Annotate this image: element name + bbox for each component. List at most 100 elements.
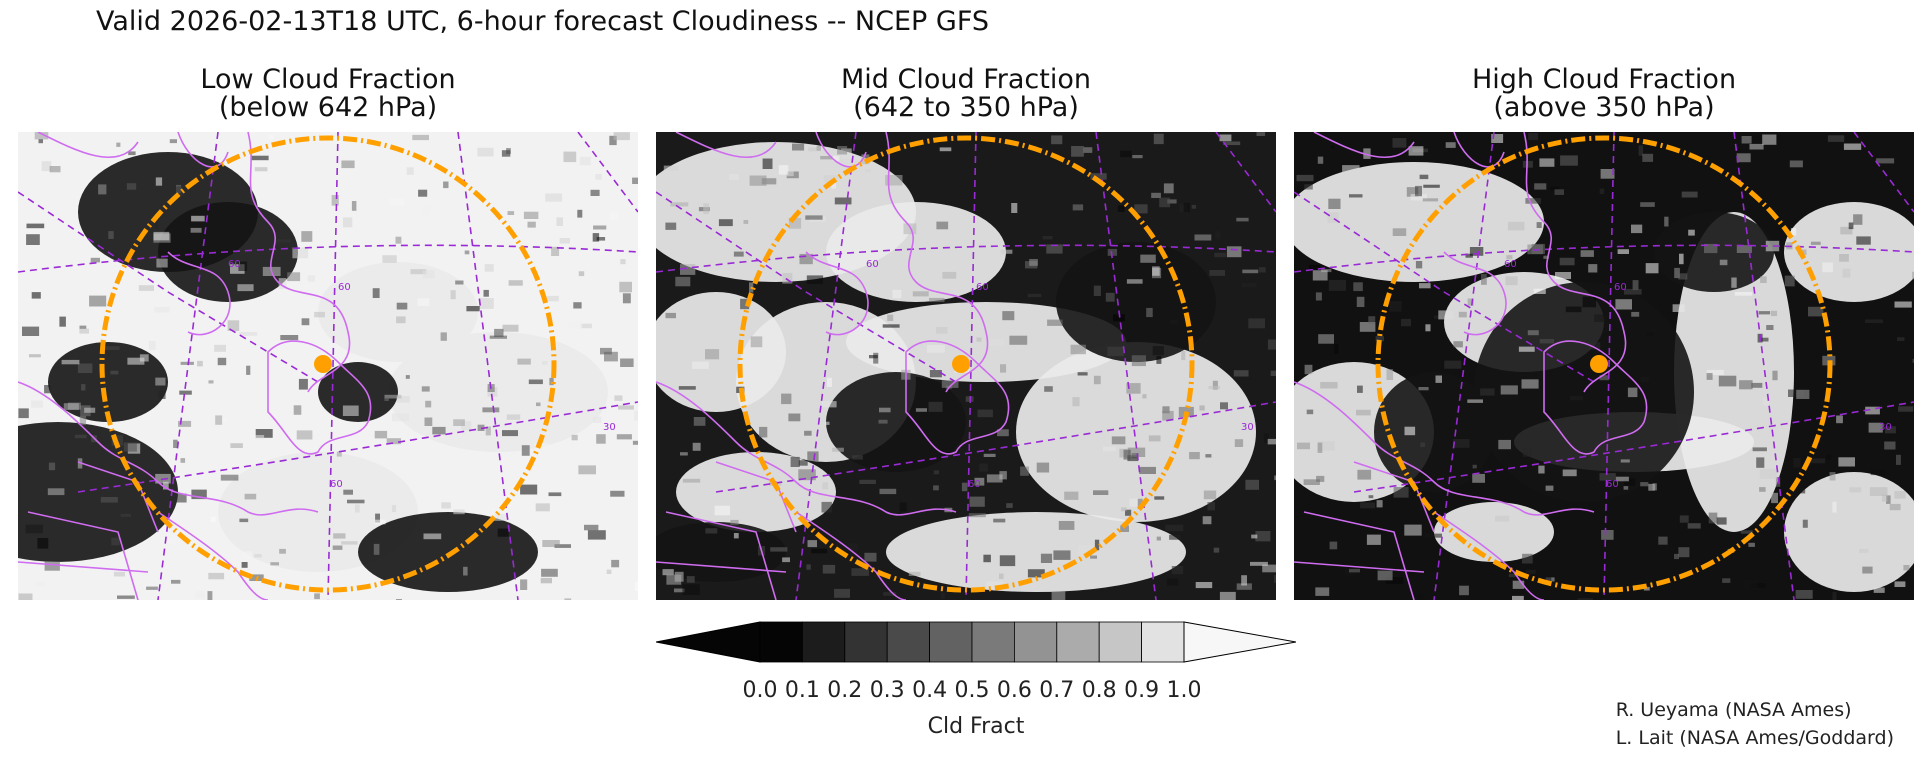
cloud-texture [1620,459,1630,463]
low-cloud-map: 60 60 60 30 [18,132,638,600]
cloud-texture [1750,583,1766,588]
cloud-texture [571,434,578,441]
cloud-texture [1267,438,1276,445]
cloud-texture [391,505,397,513]
clear-region [358,512,538,592]
cloud-texture [208,380,214,384]
cloud-texture [278,278,287,289]
cloud-texture [821,401,837,408]
cloud-texture [1194,234,1212,241]
cloud-texture [680,264,696,275]
cloud-texture [1491,134,1504,143]
cloud-texture [590,189,600,196]
cloud-texture [1404,524,1422,536]
cloud-texture [374,430,388,439]
cloud-texture [1303,479,1320,485]
cloud-texture [1423,184,1440,188]
cloud-texture [986,581,1004,590]
cloud-texture [1570,396,1584,401]
cloud-texture [1631,311,1640,317]
cloud-texture [1627,387,1638,398]
cloud-texture [1445,142,1456,148]
latitude-line [1353,401,1914,493]
cloud-texture [517,358,531,365]
cloud-texture [497,528,509,537]
cloud-texture [1577,598,1593,600]
coastline [1523,132,1627,393]
cloud-texture [155,377,166,386]
cloud-texture [251,155,269,161]
cloud-texture [1512,580,1525,589]
cloud-texture [1465,253,1473,258]
cloud-texture [79,325,87,329]
cloud-texture [999,471,1007,480]
cloud-texture [1775,477,1781,487]
cloud-texture [372,288,380,298]
cloud-texture [675,276,691,287]
cloud-texture [18,408,29,419]
cloud-texture [1236,583,1252,590]
cloud-texture [1512,595,1524,600]
cloud-texture [1226,246,1242,258]
cloud-texture [596,434,606,444]
panel-title-line1: High Cloud Fraction [1471,64,1737,95]
cloud-texture [373,543,380,555]
cloud-texture [298,378,308,390]
cloud-texture [79,415,87,426]
cloud-texture [1500,385,1518,395]
cloud-texture [227,320,240,331]
cloud-texture [1046,244,1063,254]
cloud-texture [1191,204,1197,209]
cloud-texture [61,359,80,365]
cloud-texture [1472,464,1477,469]
meridian-line [18,191,319,383]
panel-title-line1: Low Cloud Fraction [200,64,456,95]
cloud-texture [432,426,446,435]
cloud-texture [1093,490,1109,495]
cloud-texture [280,335,299,341]
cloud-texture [486,230,492,235]
cloud-texture [255,429,273,438]
cloud-texture [1827,135,1845,142]
cloud-texture [808,147,818,152]
cloud-texture [1208,386,1220,390]
cloud-texture [1623,478,1636,486]
graticule-label: 60 [330,479,343,490]
cloud-texture [563,151,577,163]
colorbar-tick-label: 0.2 [827,678,863,703]
meridian-line [1294,191,1595,383]
meridian-line [1215,132,1276,213]
credits: R. Ueyama (NASA Ames) L. Lait (NASA Ames… [1616,696,1894,752]
cloud-texture [343,217,353,228]
cloud-texture [542,361,548,365]
cloud-texture [912,291,929,297]
cloud-texture [1213,547,1220,553]
cloud-texture [418,189,428,197]
cloud-texture [1334,343,1339,354]
cloud-texture [1256,132,1266,136]
cloud-texture [343,489,353,495]
cloud-texture [549,377,554,386]
cloud-texture [191,489,207,500]
cloud-texture [355,504,360,513]
cloud-texture [908,571,921,576]
cloud-texture [1458,311,1467,318]
cloud-texture [1527,330,1539,336]
cloud-texture [1809,458,1826,464]
coastline [1313,132,1505,168]
graticule-label: 30 [1879,422,1892,433]
cloud-texture [1377,570,1393,581]
cloud-texture [1126,279,1143,284]
cloud-texture [1132,155,1143,159]
cloud-texture [899,502,907,512]
cloud-texture [1842,268,1851,278]
cloud-texture [29,354,41,358]
cloud-texture [1898,406,1914,412]
cloud-texture [587,530,606,540]
cloud-texture [1424,533,1442,538]
cloud-texture [230,264,245,274]
cloud-texture [1740,530,1753,534]
cloud-region [1784,472,1914,592]
cloud-texture [197,360,203,367]
cloud-texture [77,363,93,373]
